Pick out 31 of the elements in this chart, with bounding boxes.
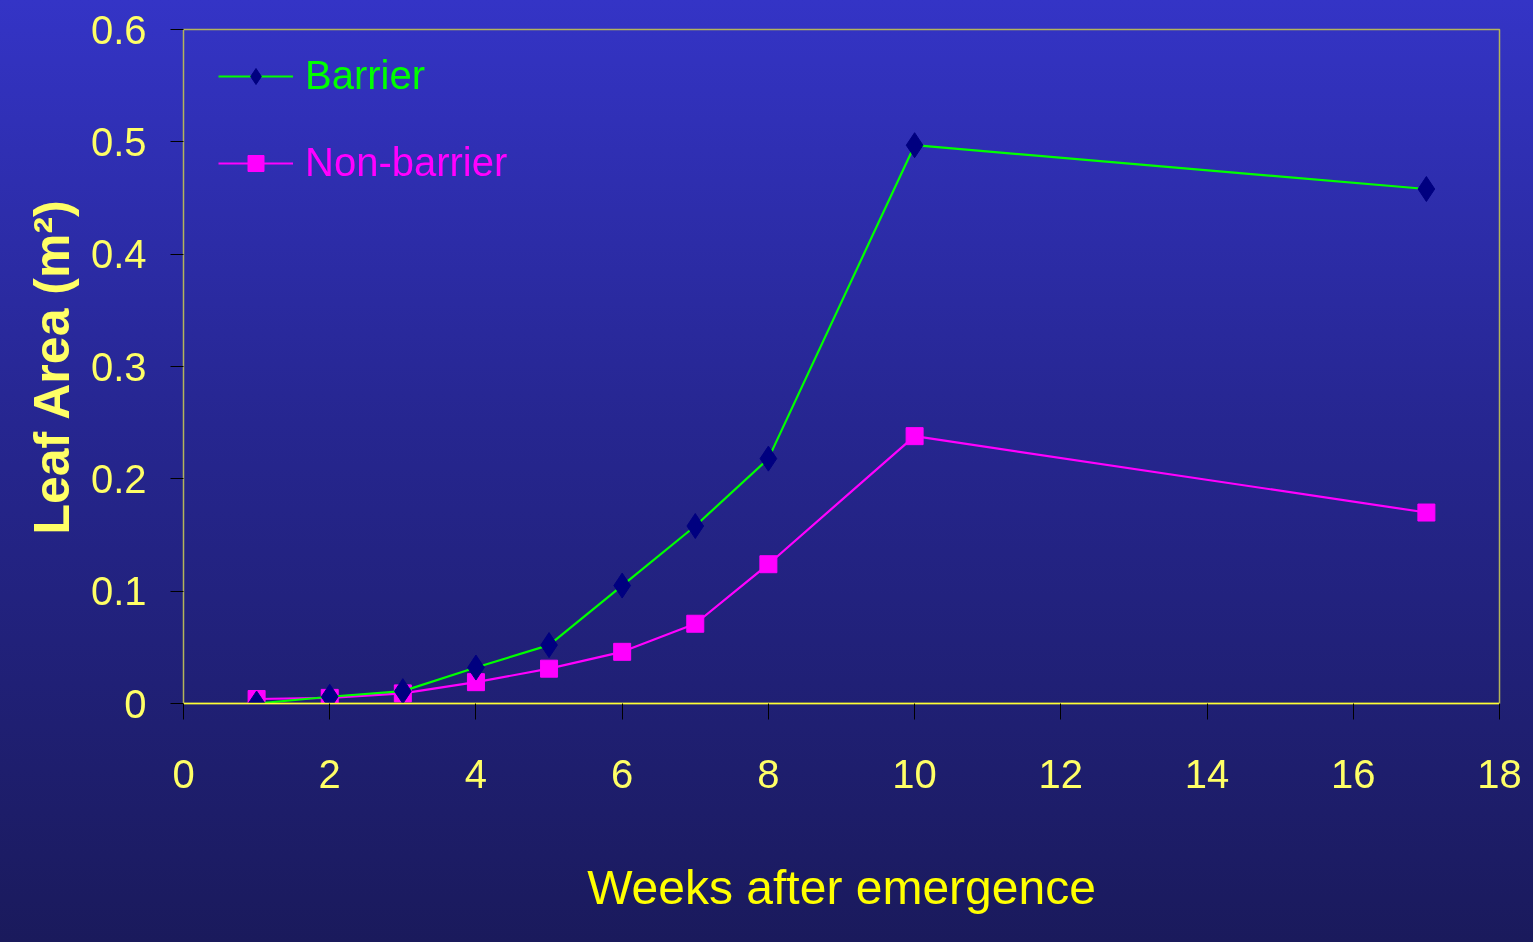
legend-label: Barrier xyxy=(305,53,426,98)
point xyxy=(686,614,705,633)
x-tick-label: 18 xyxy=(1477,751,1522,796)
y-tick-label: 0.2 xyxy=(90,456,147,501)
y-tick-label: 0.5 xyxy=(90,119,147,164)
point xyxy=(613,642,632,661)
point xyxy=(905,427,924,446)
y-tick-label: 0.6 xyxy=(90,7,147,52)
x-tick-label: 14 xyxy=(1184,751,1230,796)
point xyxy=(1417,176,1436,203)
point xyxy=(759,445,778,472)
y-tick-label: 0 xyxy=(124,681,147,726)
y-tick-label: 0.3 xyxy=(90,344,147,389)
x-tick-label: 0 xyxy=(172,751,195,796)
point xyxy=(686,513,705,540)
x-tick-label: 4 xyxy=(464,751,488,796)
legend-label: Non-barrier xyxy=(305,140,508,185)
y-axis-title: Leaf Area (m²) xyxy=(23,200,80,535)
point xyxy=(540,659,559,678)
y-tick-label: 0.4 xyxy=(90,232,147,277)
x-tick-label: 6 xyxy=(611,751,634,796)
point xyxy=(1417,503,1436,522)
x-axis-title: Weeks after emergence xyxy=(587,860,1096,914)
x-tick-label: 8 xyxy=(757,751,780,796)
y-tick-label: 0.1 xyxy=(90,569,147,614)
point xyxy=(759,555,778,574)
x-tick-label: 12 xyxy=(1038,751,1084,796)
point xyxy=(905,132,924,159)
x-tick-label: 16 xyxy=(1331,751,1376,796)
x-tick-label: 2 xyxy=(318,751,341,796)
x-tick-label: 10 xyxy=(892,751,937,796)
